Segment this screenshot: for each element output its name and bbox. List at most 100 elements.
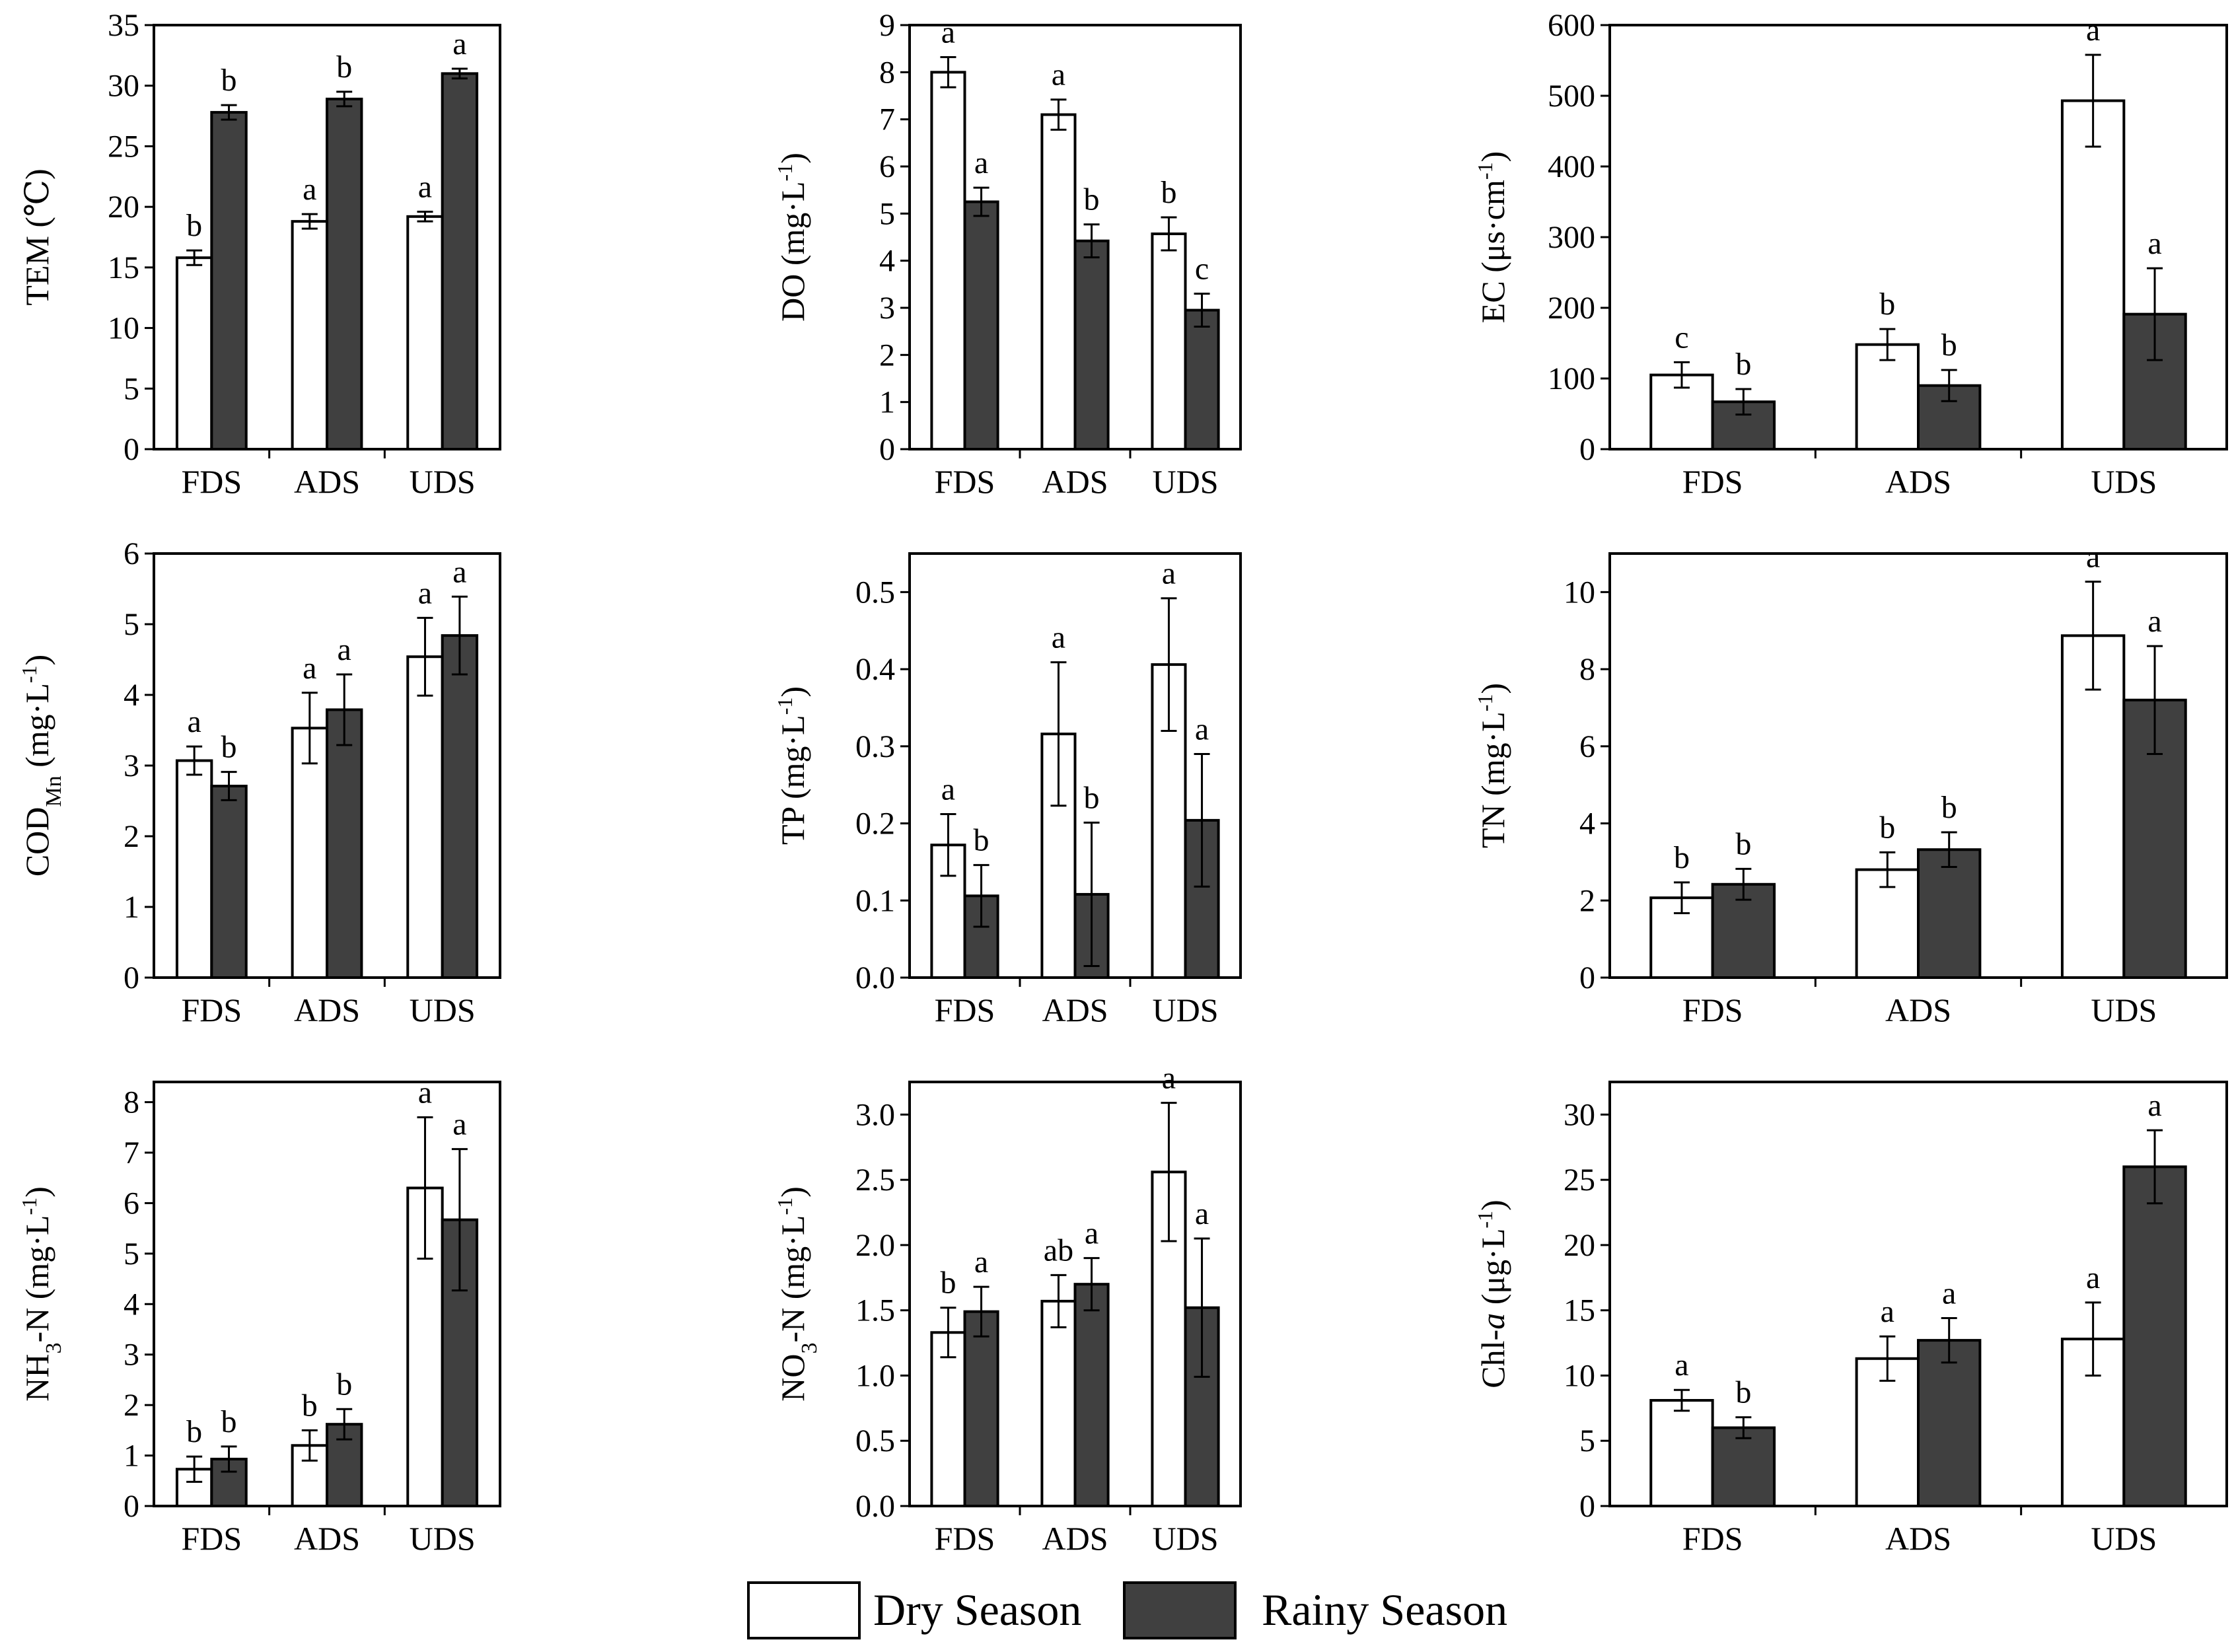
significance-letter: a (2147, 1088, 2161, 1123)
y-tick-label: 20 (1564, 1228, 1595, 1263)
error-bar (1050, 1274, 1067, 1328)
y-tick-label: 6 (124, 536, 139, 571)
plot-frame (1608, 24, 2228, 450)
y-tick-label: 6 (124, 1186, 139, 1221)
significance-letter: a (1881, 1294, 1894, 1329)
error-bar (973, 1285, 990, 1338)
error-bar (336, 1408, 353, 1441)
category-label: FDS (935, 463, 995, 500)
significance-letter: a (1195, 711, 1209, 746)
significance-letter: b (1735, 1375, 1751, 1410)
category-label: FDS (181, 463, 242, 500)
y-tick-label: 4 (124, 1287, 139, 1322)
y-tick-label: 6 (879, 149, 895, 184)
y-tick-label: 3.0 (855, 1097, 895, 1132)
significance-letter: a (452, 1107, 466, 1142)
error-bar (1879, 328, 1896, 361)
y-tick-label: 7 (124, 1135, 139, 1170)
significance-letter: a (1085, 1216, 1099, 1251)
category-label: ADS (294, 463, 360, 500)
bar-tem-uds-rainy (441, 72, 479, 451)
y-tick-label: 2.0 (855, 1228, 895, 1263)
legend-dry-swatch (747, 1581, 861, 1639)
significance-letter: a (418, 575, 432, 610)
bar-ec-uds-dry (2060, 99, 2126, 451)
error-bar (1083, 821, 1100, 967)
y-tick-label: 1 (124, 1439, 139, 1474)
significance-letter: b (1735, 826, 1751, 861)
bar-codmn-uds-dry (406, 655, 444, 979)
error-bar (1194, 293, 1210, 328)
category-label: UDS (1152, 1520, 1218, 1557)
y-tick-label: 0.4 (855, 652, 895, 687)
y-tick-label: 10 (1564, 575, 1595, 610)
bar-chla-ads-rainy (1917, 1339, 1982, 1507)
category-label: ADS (294, 991, 360, 1028)
significance-letter: c (1195, 252, 1209, 287)
y-axis-label: Chl-a (μg·L-1) (1473, 1200, 1511, 1388)
significance-letter: b (1084, 182, 1100, 217)
y-tick-label: 2.5 (855, 1163, 895, 1198)
plot-frame (908, 1081, 1242, 1507)
significance-letter: a (2147, 226, 2161, 261)
bar-do-ads-dry (1040, 113, 1077, 451)
significance-letter: ab (1044, 1233, 1073, 1268)
error-bar (1879, 851, 1896, 888)
plot-frame (153, 24, 501, 450)
y-axis-label: NH3-N (mg·L-1) (17, 1186, 66, 1402)
bar-ec-ads-dry (1855, 343, 1920, 451)
significance-letter: b (221, 1404, 237, 1439)
significance-letter: a (2147, 604, 2161, 639)
y-tick-label: 500 (1548, 79, 1595, 114)
legend: Dry Season Rainy Season (747, 1581, 1507, 1639)
bar-no3n-fds-rainy (963, 1310, 999, 1508)
significance-letter: a (2086, 540, 2100, 575)
y-tick-label: 6 (1579, 729, 1595, 764)
legend-dry-label: Dry Season (873, 1585, 1081, 1635)
y-tick-label: 10 (108, 311, 139, 346)
error-bar (1735, 388, 1752, 416)
y-tick-label: 0 (1579, 1489, 1595, 1524)
category-label: FDS (181, 991, 242, 1028)
y-tick-label: 3 (124, 1338, 139, 1373)
bar-codmn-ads-rainy (326, 708, 363, 979)
y-axis-label: EC (μs·cm-1) (1473, 151, 1511, 323)
plot-frame (153, 552, 501, 979)
error-bar (1735, 1416, 1752, 1439)
y-tick-label: 30 (108, 69, 139, 104)
y-tick-label: 8 (879, 55, 895, 90)
error-bar (417, 616, 433, 697)
y-tick-label: 600 (1548, 8, 1595, 43)
y-tick-label: 0 (1579, 432, 1595, 467)
significance-letter: a (974, 145, 988, 180)
category-label: ADS (1042, 463, 1108, 500)
error-bar (186, 249, 203, 266)
error-bar (940, 56, 956, 89)
category-label: FDS (1682, 1520, 1743, 1557)
y-tick-label: 0 (124, 1489, 139, 1524)
y-tick-label: 8 (1579, 652, 1595, 687)
bar-tem-ads-dry (291, 220, 329, 450)
y-tick-label: 4 (879, 244, 895, 279)
category-label: UDS (1152, 991, 1218, 1028)
bar-tem-ads-rainy (326, 97, 363, 451)
significance-letter: a (1195, 1196, 1209, 1231)
error-bar (186, 745, 203, 776)
y-tick-label: 4 (124, 678, 139, 713)
y-tick-label: 25 (1564, 1163, 1595, 1198)
error-bar (417, 210, 433, 223)
y-axis-label: CODMn (mg·L-1) (17, 655, 66, 877)
error-bar (940, 813, 956, 877)
y-tick-label: 0.1 (855, 883, 895, 918)
category-label: FDS (1682, 991, 1743, 1028)
y-tick-label: 15 (108, 250, 139, 285)
bar-tem-uds-dry (406, 215, 444, 450)
significance-letter: b (1941, 790, 1957, 825)
y-tick-label: 400 (1548, 149, 1595, 184)
error-bar (1083, 223, 1100, 259)
error-bar (1941, 831, 1957, 868)
y-tick-label: 0.0 (855, 1489, 895, 1524)
y-tick-label: 5 (124, 371, 139, 406)
